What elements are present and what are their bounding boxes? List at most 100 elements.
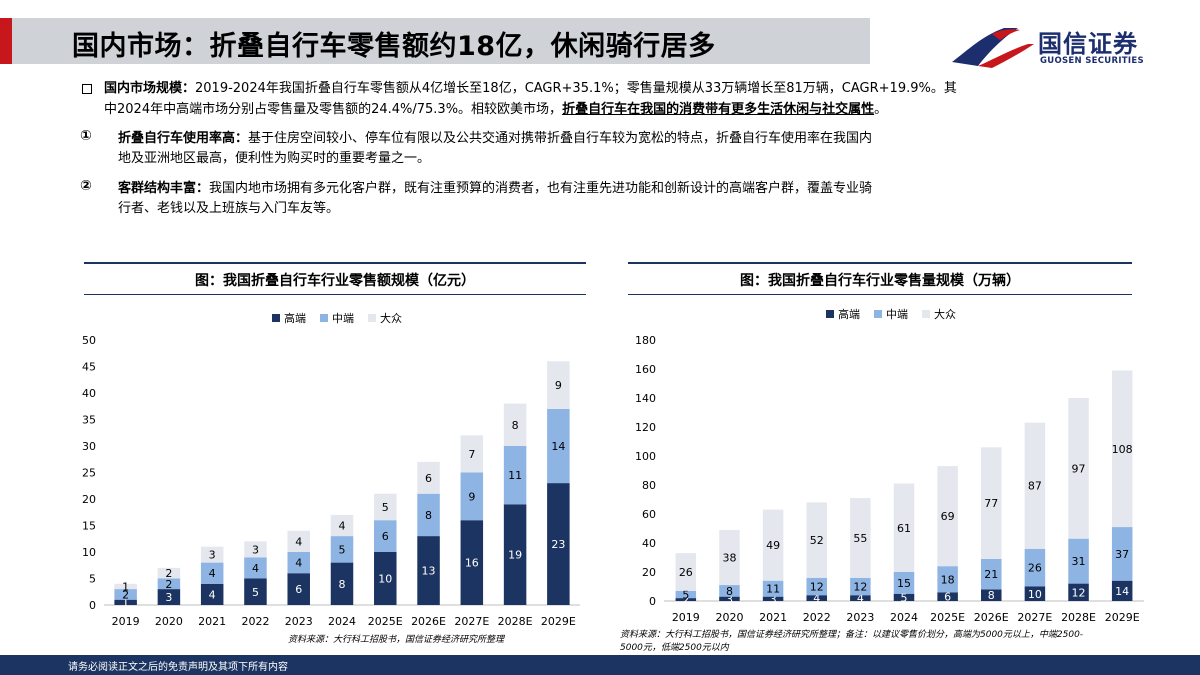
bar-segment-high xyxy=(503,504,527,605)
y-tick-label: 60 xyxy=(642,508,656,521)
bar-segment-high xyxy=(1111,580,1133,601)
bar-segment-high xyxy=(460,520,484,605)
bar-segment-mass xyxy=(1111,370,1133,528)
data-label: 14 xyxy=(1115,585,1129,598)
bar-segment-mass xyxy=(1024,422,1046,549)
data-label: 4 xyxy=(295,557,302,570)
legend-item-mid: 中端 xyxy=(874,306,908,322)
data-label: 8 xyxy=(339,578,346,591)
point-2-marker: ② xyxy=(80,178,92,194)
x-tick-label: 2028E xyxy=(498,615,533,628)
bar-segment-mid xyxy=(460,472,484,521)
data-label: 2 xyxy=(122,588,129,601)
y-tick-label: 20 xyxy=(642,566,656,579)
data-label: 4 xyxy=(857,592,864,605)
data-label: 1 xyxy=(122,580,129,593)
bar-segment-mass xyxy=(330,514,354,537)
data-label: 8 xyxy=(425,509,432,522)
retail-volume-chart: 0204060801001201401601802526201938382020… xyxy=(635,334,1144,624)
legend-item-high: 高端 xyxy=(826,306,860,322)
bar-segment-high xyxy=(893,593,915,601)
data-label: 37 xyxy=(1115,548,1129,561)
data-label: 97 xyxy=(1072,462,1086,475)
right-chart-source-line1: 资料来源：大行科工招股书，国信证券经济研究所整理；备注：以建议零售价划分，高端为… xyxy=(620,630,1084,640)
bar-segment-high xyxy=(374,552,397,605)
bar-segment-mid xyxy=(374,520,397,552)
bar-segment-high xyxy=(806,595,827,601)
legend-swatch-mid xyxy=(320,314,328,322)
bar-segment-mid xyxy=(806,577,827,596)
data-label: 4 xyxy=(209,588,216,601)
bar-segment-high xyxy=(719,596,740,601)
bar-segment-high xyxy=(417,536,440,605)
y-tick-label: 120 xyxy=(635,421,656,434)
y-tick-label: 0 xyxy=(649,595,656,608)
left-panel-top-rule xyxy=(84,262,586,264)
y-tick-label: 100 xyxy=(635,450,656,463)
x-tick-label: 2023 xyxy=(846,611,874,624)
point-1-marker: ① xyxy=(80,128,92,144)
bar-segment-mass xyxy=(806,502,827,578)
right-chart-title: 图：我国折叠自行车行业零售量规模（万辆） xyxy=(740,273,1020,289)
point-2-line2: 行者、老钱以及上班族与入门车友等。 xyxy=(118,201,340,216)
bar-segment-mass xyxy=(547,361,570,409)
title-accent-bar xyxy=(0,18,12,64)
bar-segment-mass xyxy=(893,483,915,572)
y-tick-label: 45 xyxy=(82,361,96,374)
data-label: 31 xyxy=(1072,555,1086,568)
data-label: 14 xyxy=(551,440,565,453)
data-label: 2 xyxy=(165,578,172,591)
bar-segment-high xyxy=(762,596,784,601)
data-label: 4 xyxy=(295,535,302,548)
data-label: 2 xyxy=(165,567,172,580)
legend-item-mass: 大众 xyxy=(368,310,402,326)
bar-segment-mid xyxy=(1111,527,1133,581)
right-chart-legend: 高端 中端 大众 xyxy=(826,306,956,322)
bar-segment-mass xyxy=(244,541,267,558)
data-label: 11 xyxy=(508,469,522,482)
right-chart-source-line2: 5000元，低端2500元以内 xyxy=(620,643,729,653)
footer-bar xyxy=(0,655,1200,675)
data-label: 3 xyxy=(209,549,216,562)
data-label: 6 xyxy=(944,591,951,604)
legend-item-mid: 中端 xyxy=(320,310,354,326)
bar-segment-mid xyxy=(893,572,915,594)
data-label: 13 xyxy=(422,565,436,578)
bar-segment-high xyxy=(850,595,871,601)
left-panel-title-rule xyxy=(84,294,586,295)
data-label: 16 xyxy=(465,557,479,570)
legend-swatch-mass xyxy=(368,314,376,322)
x-tick-label: 2021 xyxy=(198,615,226,628)
point-2-label: 客群结构丰富： xyxy=(118,181,210,196)
data-label: 5 xyxy=(252,586,259,599)
data-label: 5 xyxy=(682,588,689,601)
data-label: 10 xyxy=(1028,588,1042,601)
bar-segment-mass xyxy=(417,461,440,494)
bar-segment-mass xyxy=(719,529,740,586)
point-1-line1: 折叠自行车使用率高：基于住房空间较小、停车位有限以及公共交通对携带折叠自行车较为… xyxy=(118,131,873,146)
bar-segment-high xyxy=(937,592,958,601)
legend-swatch-high xyxy=(272,314,280,322)
right-panel-title-rule xyxy=(628,294,1132,295)
x-tick-label: 2027E xyxy=(1017,611,1052,624)
data-label: 15 xyxy=(897,577,911,590)
data-label: 4 xyxy=(252,562,259,575)
bar-segment-high xyxy=(1068,583,1089,601)
bar-segment-mass xyxy=(460,435,484,473)
data-label: 4 xyxy=(339,520,346,533)
data-label: 23 xyxy=(551,538,565,551)
x-tick-label: 2022 xyxy=(241,615,269,628)
bar-segment-mass xyxy=(981,447,1002,559)
bar-segment-mid xyxy=(330,536,354,563)
bar-segment-high xyxy=(200,583,224,605)
legend-swatch-mass xyxy=(922,310,930,318)
y-tick-label: 20 xyxy=(82,493,96,506)
y-tick-label: 30 xyxy=(82,440,96,453)
bar-segment-high xyxy=(157,589,181,605)
x-tick-label: 2023 xyxy=(285,615,313,628)
x-tick-label: 2028E xyxy=(1061,611,1096,624)
bar-segment-high xyxy=(114,599,137,605)
point-2-line1: 客群结构丰富：我国内地市场拥有多元化客户群，既有注重预算的消费者，也有注重先进功… xyxy=(118,181,873,196)
y-tick-label: 140 xyxy=(635,392,656,405)
market-size-line1: 国内市场规模：2019-2024年我国折叠自行车零售额从4亿增长至18亿，CAG… xyxy=(104,79,957,99)
